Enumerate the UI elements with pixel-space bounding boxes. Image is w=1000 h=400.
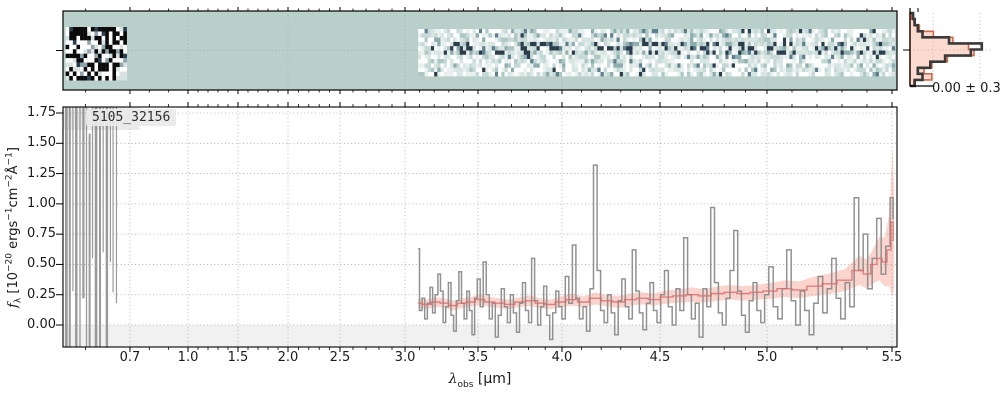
x-tick-label: 2.0 [277, 350, 299, 365]
x-axis-label: λobs [μm] [380, 371, 580, 390]
x-tick-label: 0.7 [119, 350, 141, 365]
saturated-bar [115, 107, 118, 304]
saturated-bar [99, 107, 102, 347]
y-tick-label: 1.50 [27, 135, 56, 151]
y-axis-label-symbol: f [5, 303, 21, 308]
saturated-bar [85, 107, 88, 347]
saturated-bar [112, 107, 114, 293]
saturated-bar [105, 107, 109, 347]
x-tick-label: 3.0 [394, 350, 416, 365]
saturated-bar [75, 107, 78, 347]
saturated-bar [64, 107, 68, 347]
saturated-bar [72, 107, 74, 292]
x-tick-label: 1.5 [227, 350, 249, 365]
y-tick-label: 0.50 [27, 256, 56, 272]
x-tick-label: 5.0 [756, 350, 778, 365]
model-spectrum-line [418, 221, 894, 307]
y-axis-label: fλ [10−20 ergs−1cm−2Å−1] [4, 147, 24, 308]
x-tick-label: 2.5 [329, 350, 351, 365]
saturated-bar [82, 107, 85, 299]
y-tick-label: 1.00 [27, 195, 56, 211]
x-tick-label: 5.5 [881, 350, 903, 365]
main-axes-box [62, 106, 898, 348]
y-tick-label: 0.25 [27, 286, 56, 302]
saturated-bar [68, 107, 71, 347]
x-tick-label: 4.0 [551, 350, 573, 365]
y-tick-label: 0.00 [27, 317, 56, 332]
histogram-stat-label: 0.00 ± 0.31 [932, 81, 1000, 96]
source-id-label: 5105_32156 [86, 109, 177, 126]
saturated-bar [79, 107, 81, 347]
y-tick-label: 1.25 [27, 165, 56, 181]
x-axis-label-sub: obs [457, 379, 474, 390]
x-axis-label-unit: [μm] [473, 371, 512, 387]
x-axis-label-symbol: λ [448, 371, 458, 387]
x-tick-label: 1.0 [177, 350, 199, 365]
saturated-bar [94, 107, 98, 347]
y-tick-label: 1.75 [27, 105, 56, 120]
saturated-bar [91, 107, 94, 259]
x-tick-label: 3.5 [467, 350, 489, 365]
saturated-bar [109, 107, 111, 263]
histogram-data-noise [910, 11, 984, 88]
saturated-bar [102, 107, 104, 253]
x-tick-label: 4.5 [649, 350, 671, 365]
y-tick-label: 0.75 [27, 226, 56, 242]
saturated-bar [88, 133, 91, 347]
below-zero-shade [63, 325, 897, 347]
observed-spectrum-line [418, 164, 894, 341]
